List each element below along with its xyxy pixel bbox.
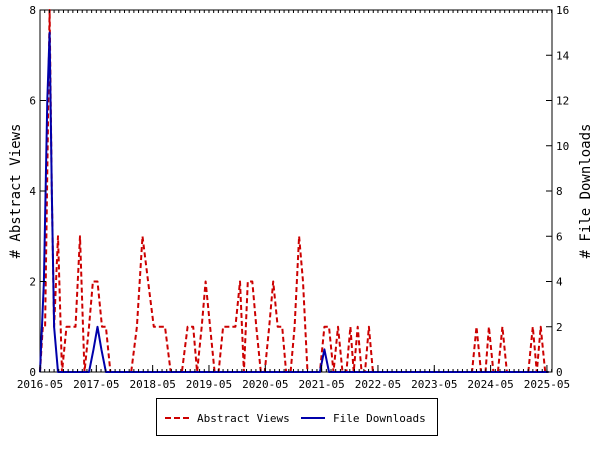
- x-tick-label: 2021-05: [298, 378, 344, 391]
- legend-item-abstract-views: Abstract Views: [165, 410, 290, 426]
- y-axis-left-title: # Abstract Views: [8, 124, 24, 259]
- x-tick-label: 2019-05: [186, 378, 232, 391]
- y-left-tick-label: 2: [29, 276, 36, 289]
- y-right-tick-label: 0: [556, 366, 563, 379]
- y-axis-right-title: # File Downloads: [578, 124, 594, 259]
- y-left-tick-label: 4: [29, 185, 36, 198]
- y-right-tick-label: 10: [556, 140, 569, 153]
- y-axis-right: 0 2 4 6 8 10 12 14 16: [546, 4, 570, 379]
- y-right-tick-label: 2: [556, 321, 563, 334]
- legend-swatch-abstract-views: [165, 417, 189, 419]
- y-right-tick-label: 16: [556, 4, 569, 17]
- plot-area: [39, 9, 553, 373]
- y-right-tick-label: 8: [556, 185, 563, 198]
- y-right-tick-label: 12: [556, 95, 569, 108]
- y-left-tick-label: 8: [29, 4, 36, 17]
- x-tick-label: 2017-05: [73, 378, 119, 391]
- y-left-tick-label: 6: [29, 95, 36, 108]
- legend-label-abstract-views: Abstract Views: [197, 411, 290, 425]
- x-tick-label: 2025-05: [524, 378, 570, 391]
- x-tick-label: 2020-05: [242, 378, 288, 391]
- y-left-tick-label: 0: [29, 366, 36, 379]
- plot-frame: [39, 9, 553, 373]
- legend-swatch-file-downloads: [301, 417, 325, 419]
- x-tick-label: 2016-05: [17, 378, 63, 391]
- x-tick-label: 2022-05: [355, 378, 401, 391]
- series-line-abstract-views: [39, 9, 549, 373]
- x-tick-label: 2023-05: [411, 378, 457, 391]
- y-right-tick-label: 14: [556, 49, 570, 62]
- legend: Abstract Views File Downloads: [156, 398, 438, 436]
- y-right-tick-label: 4: [556, 276, 563, 289]
- x-tick-label: 2018-05: [129, 378, 175, 391]
- legend-label-file-downloads: File Downloads: [333, 411, 426, 425]
- x-axis: 2016-05 2017-05 2018-05 2019-05 2020-05 2021-…: [17, 10, 570, 391]
- x-tick-label: 2024-05: [467, 378, 513, 391]
- y-axis-left: 0 2 4 6 8: [29, 4, 46, 379]
- legend-item-file-downloads: File Downloads: [301, 410, 426, 426]
- y-right-tick-label: 6: [556, 230, 563, 243]
